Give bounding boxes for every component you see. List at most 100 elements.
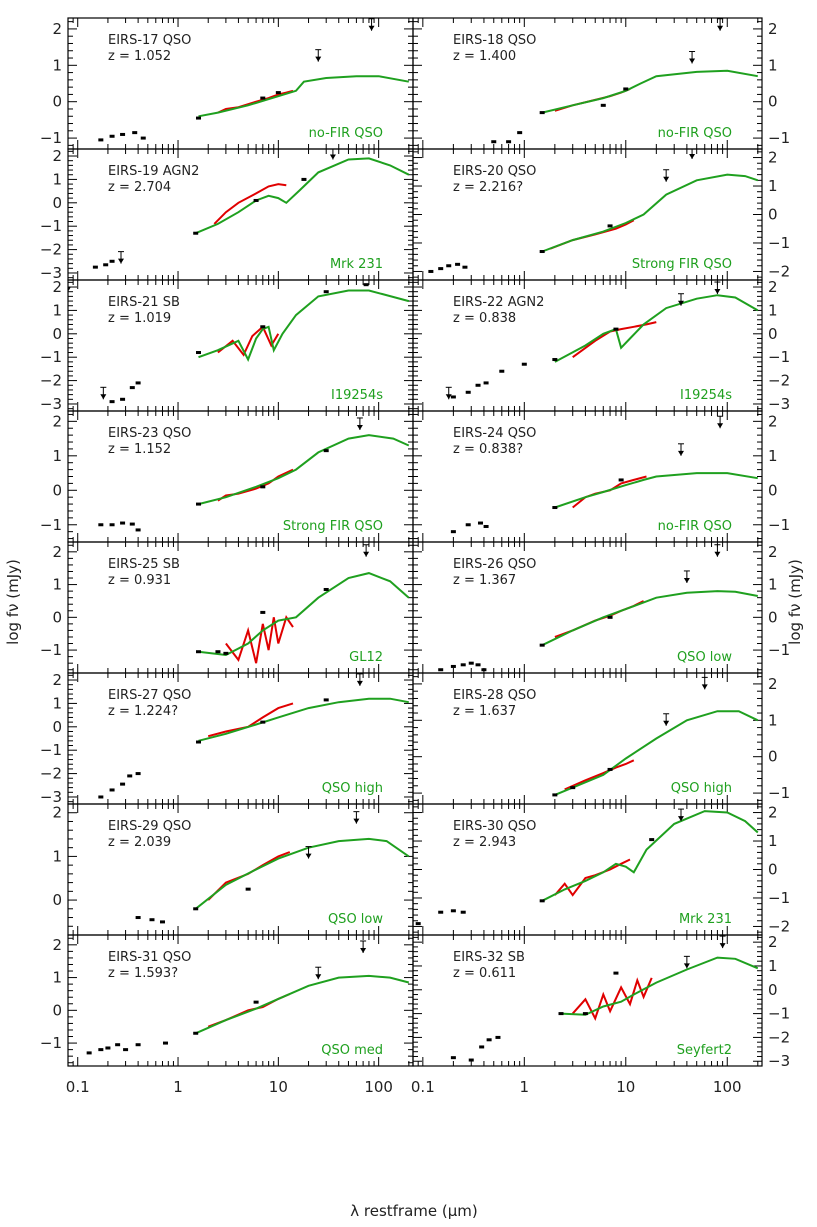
source-label: EIRS-18 QSO <box>453 33 536 48</box>
irs-spectrum-line <box>572 475 647 509</box>
template-label: no-FIR QSO <box>309 126 383 141</box>
photometry-point <box>552 506 558 510</box>
photometry-point <box>193 231 199 235</box>
y-tick-label: −1 <box>40 348 62 366</box>
photometry-point <box>127 774 133 778</box>
photometry-point <box>539 250 545 254</box>
redshift-label: z = 0.931 <box>108 573 171 588</box>
template-label: no-FIR QSO <box>658 126 732 141</box>
redshift-label: z = 0.838? <box>453 442 523 457</box>
upper-limit-arrow <box>701 684 708 690</box>
source-label: EIRS-32 SB <box>453 950 525 965</box>
template-label: QSO low <box>677 650 732 665</box>
upper-limit-arrow <box>117 258 124 264</box>
y-tick-label: −1 <box>40 641 62 659</box>
y-tick-label: 0 <box>768 206 778 224</box>
template-model-line <box>198 289 410 362</box>
photometry-point <box>129 386 135 390</box>
photometry-point <box>607 615 613 619</box>
template-label: Strong FIR QSO <box>283 519 383 534</box>
photometry-point <box>649 838 655 842</box>
template-model-line <box>541 590 758 647</box>
template-label: GL12 <box>349 650 383 665</box>
y-tick-label: 1 <box>52 969 62 987</box>
photometry-point <box>415 922 421 926</box>
upper-limit-arrow <box>100 394 107 400</box>
y-tick-label: 0 <box>768 608 778 626</box>
y-tick-label: 1 <box>52 301 62 319</box>
y-tick-label: 2 <box>52 412 62 430</box>
photometry-point <box>363 283 369 287</box>
plot-area <box>450 935 759 1062</box>
plot-area <box>86 940 410 1055</box>
y-tick-label: −1 <box>40 217 62 235</box>
y-tick-label: −1 <box>40 516 62 534</box>
photometry-point <box>450 530 456 534</box>
y-tick-label: 0 <box>768 325 778 343</box>
source-label: EIRS-27 QSO <box>108 688 191 703</box>
redshift-label: z = 1.152 <box>108 442 171 457</box>
photometry-point <box>115 1043 121 1047</box>
template-model-line <box>541 810 759 902</box>
source-label: EIRS-28 QSO <box>453 688 536 703</box>
photometry-point <box>159 920 165 924</box>
photometry-point <box>109 523 115 527</box>
y-tick-label: −1 <box>768 516 790 534</box>
y-tick-label: 1 <box>768 576 778 594</box>
y-tick-label: −3 <box>768 395 790 413</box>
source-label: EIRS-17 QSO <box>108 33 191 48</box>
photometry-point <box>323 290 329 294</box>
y-tick-label: 0 <box>768 861 778 879</box>
redshift-label: z = 1.637 <box>453 704 516 719</box>
photometry-point <box>196 740 202 744</box>
y-tick-label: 2 <box>768 149 778 167</box>
irs-spectrum-line <box>217 468 294 502</box>
photometry-point <box>120 782 126 786</box>
irs-spectrum-line <box>572 321 657 359</box>
redshift-label: z = 0.611 <box>453 966 516 981</box>
upper-limit-arrow <box>360 948 367 954</box>
photometry-point <box>120 132 126 136</box>
photometry-point <box>105 1046 111 1050</box>
photometry-point <box>517 131 523 135</box>
upper-limit-arrow <box>719 943 726 949</box>
photometry-point <box>323 449 329 453</box>
x-tick-label: 1 <box>173 1078 183 1096</box>
photometry-point <box>92 265 98 269</box>
template-label: Mrk 231 <box>330 257 383 272</box>
photometry-point <box>607 767 613 771</box>
photometry-point <box>521 362 527 366</box>
photometry-point <box>109 259 115 263</box>
redshift-label: z = 1.400 <box>453 49 516 64</box>
photometry-point <box>98 523 104 527</box>
photometry-point <box>539 899 545 903</box>
y-tick-label: 2 <box>52 804 62 822</box>
redshift-label: z = 1.019 <box>108 311 171 326</box>
y-tick-label: 1 <box>52 170 62 188</box>
y-tick-label: 0 <box>52 325 62 343</box>
y-tick-label: −3 <box>40 264 62 282</box>
plot-area <box>450 415 758 534</box>
plot-area <box>98 417 410 532</box>
redshift-label: z = 1.224? <box>108 704 178 719</box>
upper-limit-arrow <box>445 394 452 400</box>
photometry-point <box>162 1041 168 1045</box>
photometry-point <box>129 522 135 526</box>
template-label: QSO med <box>321 1043 383 1058</box>
photometry-point <box>123 1048 129 1052</box>
photometry-point <box>323 698 329 702</box>
photometry-point <box>623 87 629 91</box>
redshift-label: z = 1.367 <box>453 573 516 588</box>
upper-limit-arrow <box>356 680 363 686</box>
photometry-point <box>120 397 126 401</box>
plot-area <box>445 281 759 400</box>
photometry-point <box>455 262 461 266</box>
y-axis-title-right: log fν (mJy) <box>786 559 804 645</box>
photometry-point <box>275 91 281 95</box>
upper-limit-arrow <box>677 816 684 822</box>
y-tick-label: 0 <box>768 93 778 111</box>
irs-spectrum-line <box>207 702 294 738</box>
